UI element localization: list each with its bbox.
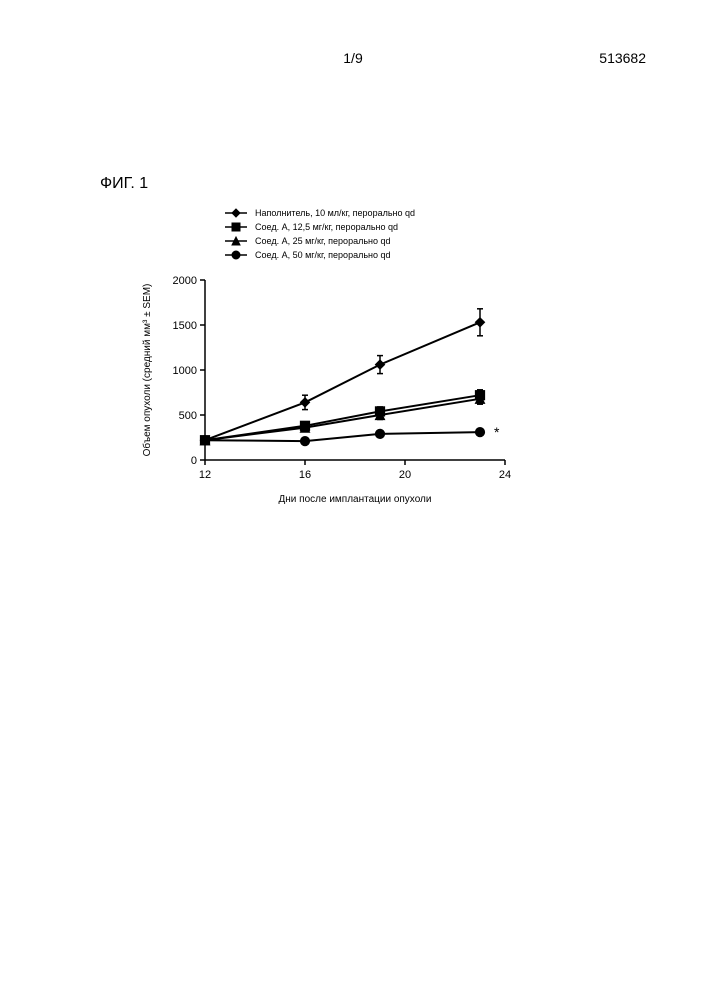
svg-text:Объем опухоли (средний мм³ ± S: Объем опухоли (средний мм³ ± SEM) xyxy=(141,284,153,457)
svg-text:*: * xyxy=(494,424,500,440)
svg-text:Наполнитель, 10 мл/кг, перорал: Наполнитель, 10 мл/кг, перорально qd xyxy=(255,208,415,218)
svg-text:1000: 1000 xyxy=(173,365,197,377)
svg-text:1500: 1500 xyxy=(173,320,197,332)
svg-text:Дни после имплантации опухоли: Дни после имплантации опухоли xyxy=(279,494,432,505)
svg-text:24: 24 xyxy=(499,469,511,481)
svg-text:2000: 2000 xyxy=(173,275,197,287)
svg-text:16: 16 xyxy=(299,469,311,481)
page: 1/9 513682 ФИГ. 1 0500100015002000121620… xyxy=(0,0,706,999)
svg-text:500: 500 xyxy=(179,410,197,422)
svg-text:0: 0 xyxy=(191,455,197,467)
svg-text:20: 20 xyxy=(399,469,411,481)
svg-text:Соед. А, 25 мг/кг, перорально: Соед. А, 25 мг/кг, перорально qd xyxy=(255,236,391,246)
svg-text:Соед. А, 50 мг/кг, перорально: Соед. А, 50 мг/кг, перорально qd xyxy=(255,250,391,260)
svg-text:Соед. А, 12,5 мг/кг, пероральн: Соед. А, 12,5 мг/кг, перорально qd xyxy=(255,222,398,232)
figure-title: ФИГ. 1 xyxy=(100,175,148,193)
svg-text:12: 12 xyxy=(199,469,211,481)
doc-number: 513682 xyxy=(599,50,646,66)
chart: 0 500 1000 1500 2000 12 16 20 24 Объем опухоли (с… xyxy=(120,200,550,520)
chart-svg: 0 500 1000 1500 2000 12 16 20 24 Объем опухоли (с… xyxy=(120,200,550,520)
